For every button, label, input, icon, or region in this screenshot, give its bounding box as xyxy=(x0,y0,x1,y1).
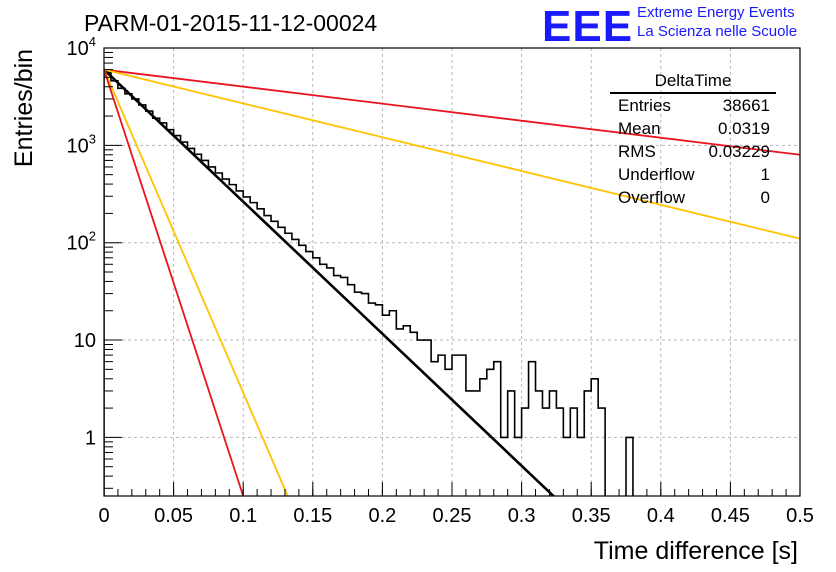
x-tick-label: 0.1 xyxy=(229,505,257,527)
eee-logo: EEE xyxy=(542,2,634,51)
stats-row: Overflow 0 xyxy=(610,186,776,209)
y-tick-label: 103 xyxy=(67,131,96,157)
x-tick-label: 0.35 xyxy=(572,505,611,527)
stats-label: Mean xyxy=(618,119,661,138)
y-tick-label: 102 xyxy=(67,229,96,255)
logo-tagline-2: La Scienza nelle Scuole xyxy=(637,23,798,40)
x-tick-label: 0 xyxy=(98,505,109,527)
logo-tagline-1: Extreme Energy Events xyxy=(637,4,795,21)
y-tick-label: 104 xyxy=(67,34,96,60)
x-axis-label: Time difference [s] xyxy=(594,537,798,565)
fit-line-1 xyxy=(104,68,556,496)
y-tick-labels: 1 10 102 103 104 xyxy=(67,34,96,449)
histogram xyxy=(104,71,634,496)
stats-rows: Entries 38661 Mean 0.0319 RMS 0.03229 Underflo… xyxy=(610,94,776,209)
x-tick-label: 0.05 xyxy=(154,505,193,527)
stats-row: Underflow 1 xyxy=(610,163,776,186)
stats-value: 0.03229 xyxy=(708,142,770,161)
x-tick-label: 0.25 xyxy=(433,505,472,527)
x-tick-label: 0.15 xyxy=(293,505,332,527)
x-tick-label: 0.4 xyxy=(647,505,675,527)
x-tick-labels: 0 0.05 0.1 0.15 0.2 0.25 0.3 0.35 0.4 0.45 0.5 xyxy=(98,505,813,527)
stats-label: Underflow xyxy=(618,165,695,184)
fit-line-4 xyxy=(104,69,289,496)
stats-value: 0.0319 xyxy=(718,119,770,138)
stats-box: DeltaTime Entries 38661 Mean 0.0319 RMS 0.032… xyxy=(610,70,776,209)
fit-line-3 xyxy=(104,68,800,240)
fit-line-5 xyxy=(104,69,245,496)
stats-row: RMS 0.03229 xyxy=(610,140,776,163)
y-tick-label: 1 xyxy=(85,427,96,449)
axis-ticks xyxy=(103,47,801,496)
fit-line-2 xyxy=(104,68,800,156)
x-tick-label: 0.45 xyxy=(711,505,750,527)
chart-title: PARM-01-2015-11-12-00024 xyxy=(84,10,378,36)
histogram-outline xyxy=(104,71,634,496)
stats-label: Entries xyxy=(618,96,671,115)
x-tick-label: 0.2 xyxy=(368,505,396,527)
x-tick-label: 0.3 xyxy=(508,505,536,527)
stats-title: DeltaTime xyxy=(610,70,776,94)
fit-lines xyxy=(104,68,800,496)
y-axis-label: Entries/bin xyxy=(10,49,38,167)
y-tick-label: 10 xyxy=(74,330,96,352)
stats-value: 38661 xyxy=(722,96,770,115)
stats-value: 0 xyxy=(760,188,770,207)
x-tick-label: 0.5 xyxy=(786,505,814,527)
stats-row: Entries 38661 xyxy=(610,94,776,117)
stats-label: Overflow xyxy=(618,188,686,207)
stats-label: RMS xyxy=(618,142,656,161)
stats-row: Mean 0.0319 xyxy=(610,117,776,140)
stats-value: 1 xyxy=(760,165,770,184)
